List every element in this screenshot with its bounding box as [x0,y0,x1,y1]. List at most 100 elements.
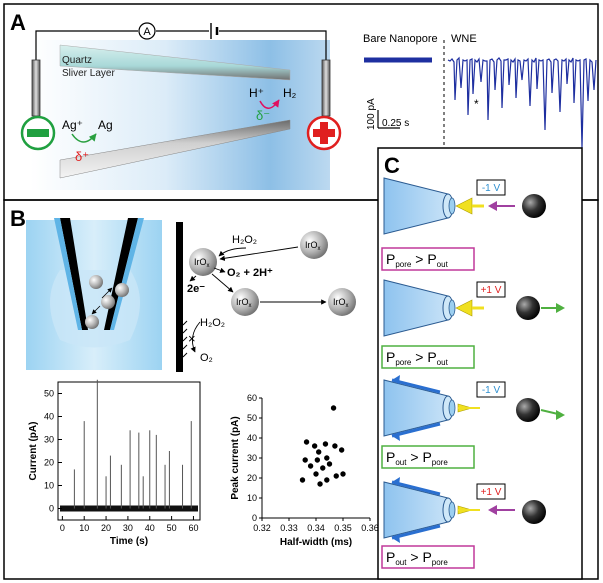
product-arrow [213,267,226,273]
current-time-chart: 0 10 20 30 40 50 60 0 10 20 30 40 50 Time (s) Current … [28,379,201,547]
scale-current-label: 100 pA [366,98,377,130]
scatter-point-5 [332,443,338,449]
ag-ion-label: Ag⁺ [62,118,83,132]
pressure-relation: Ppore > Pout [386,251,449,269]
scatter-point-14 [333,473,339,479]
voltage-label: +1 V [481,285,502,296]
particle-3 [101,295,115,309]
h2o2-bottom-label: H₂O₂ [200,317,225,329]
electrode-hatching [182,320,188,358]
x-tick-label: 20 [101,523,111,533]
particle-4 [85,315,99,329]
event-marker: * [474,97,479,111]
pore-ring [448,299,456,317]
minus-sign [27,129,49,137]
blocked-mark: × [188,331,196,346]
voltage-box [476,179,506,196]
electrode-surface [176,222,183,372]
h2o2-top-label: H₂O₂ [232,234,257,246]
scatter-point-10 [307,463,314,469]
x-tick-label: 10 [79,523,89,533]
products-label: O₂ + 2H⁺ [227,267,273,279]
x-tick-label: 50 [167,523,177,533]
voltage-box [476,281,506,298]
scatter-point-16 [324,477,330,483]
x-tick-label: 40 [145,523,155,533]
h-ion-label: H⁺ [249,86,264,100]
x-tick-label: 60 [188,523,198,533]
plus-vertical [320,122,328,144]
voltage-label: -1 V [482,385,501,396]
irox-label-4: IrOx [333,297,349,309]
pressure-box [381,445,475,469]
quartz-bottom-layer [59,119,291,179]
particle-motion-head [556,303,565,313]
irox-sphere-incoming [300,231,328,259]
ammeter-label: A [143,26,151,38]
panel-c-step-2: +1 V Ppore > Pout [381,279,565,369]
particle-motion-head [488,201,497,211]
y-tick-label: 0 [252,513,257,523]
y-tick-label: 50 [44,389,54,399]
particle-motion-arrow [540,409,559,415]
ammeter-symbol [138,22,156,40]
panel-b-frame [3,199,599,580]
delta-plus-label: δ⁺ [75,149,89,164]
panel-a-label: A [10,10,26,35]
approach-arrow [219,246,299,261]
wall-flow-head-top [392,477,400,486]
h2-label: H₂ [283,86,297,100]
motion-arrow-2 [91,305,101,315]
x-axis-label: Half-width (ms) [280,537,352,548]
wne-label: WNE [451,33,477,45]
particle-motion-head [488,505,497,515]
wall-flow-head-top [392,375,400,384]
x-tick-label: 0.33 [280,523,298,533]
y-tick-label: 0 [49,504,54,514]
panel-c-step-1: -1 V Ppore > Pout [381,177,546,271]
irox-label-3: IrOx [236,297,252,309]
current-plot-frame [57,381,201,521]
scatter-point-15 [299,477,306,483]
scatter-point-7 [302,457,308,463]
scatter-point-2 [322,441,329,447]
y-axis-label: Current (pA) [28,422,39,481]
y-tick-label: 20 [44,458,54,468]
scatter-point-13 [313,471,319,477]
y-tick-label: 10 [247,493,257,503]
circuit-wire [35,30,327,60]
motion-arrow-1 [101,287,113,299]
voltage-label: +1 V [481,487,502,498]
y-tick-label: 40 [44,412,54,422]
panel-a: A A Quartz Sliver Layer Ag⁺ Ag δ⁺ [3,3,599,201]
pore-ring [448,399,456,417]
battery-gap [209,24,219,38]
nanoparticle [516,296,540,320]
y-tick-label: 50 [247,413,257,423]
scatter-point-12 [326,461,333,467]
y-tick-label: 40 [247,433,257,443]
irox-sphere-away [328,288,356,316]
wall-flow-arrow-top [391,480,441,496]
y-axis-label: Peak current (pA) [230,416,241,499]
pressure-relation: Ppore > Pout [386,349,449,367]
wall-flow-head-bottom [392,534,400,543]
delta-minus-label: δ⁻ [256,108,270,123]
pressure-relation: Pout > Ppore [386,449,448,467]
blocked-arrow [190,321,201,353]
pipette-inner-right [110,218,144,330]
y-tick-label: 30 [247,453,257,463]
panel-b: B IrOx IrOx IrOx IrOx H₂O₂ [3,199,599,580]
pipette-wall-left [60,218,88,330]
pore-ring [448,197,456,215]
scatter-point-18 [317,481,323,487]
pressure-relation: Pout > Ppore [386,549,448,567]
bare-nanopore-label: Bare Nanopore [363,33,438,45]
nanoparticle [522,500,546,524]
x-axis-label: Time (s) [110,536,148,547]
y-tick-label: 60 [247,393,257,403]
wne-trace [447,56,597,149]
panel-c-step-3: -1 V Pout > Ppore [381,375,565,469]
particle-1 [89,275,103,289]
x-tick-label: 0.36 [361,523,379,533]
